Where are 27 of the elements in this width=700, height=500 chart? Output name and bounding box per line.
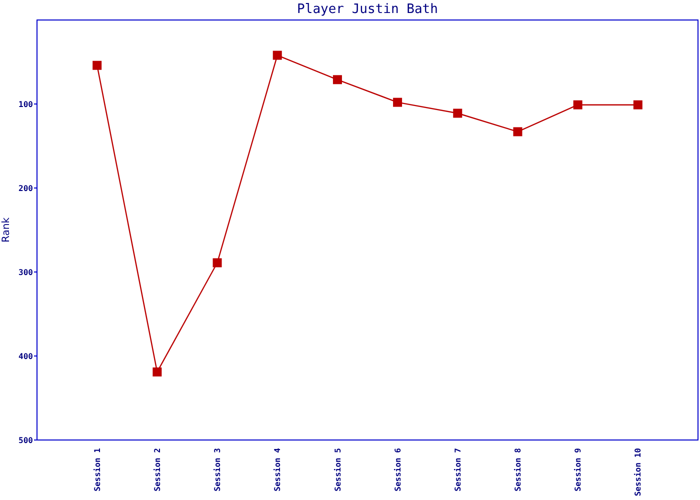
x-tick-label: Session 3 [213, 448, 222, 492]
point [513, 127, 522, 136]
chart-title: Player Justin Bath [297, 2, 438, 17]
x-tick-label: Session 7 [453, 448, 462, 492]
x-tick-label: Session 6 [393, 448, 402, 492]
x-tick-label: Session 8 [514, 448, 523, 492]
y-tick-label: 100 [18, 100, 34, 109]
x-tick-label: Session 9 [574, 448, 583, 492]
point [633, 100, 642, 110]
x-tick-label: Session 1 [92, 448, 102, 492]
point [453, 108, 462, 118]
point [393, 98, 402, 107]
point [92, 60, 102, 70]
point [272, 50, 282, 60]
y-tick-label: 500 [18, 436, 34, 445]
x-tick-label: Session 4 [273, 448, 282, 492]
point [573, 100, 582, 110]
y-axis-title: Rank [1, 217, 12, 242]
x-tick-label: Session 5 [333, 448, 342, 492]
y-tick-label: 200 [18, 184, 34, 193]
y-tick-label: 300 [18, 268, 34, 277]
x-tick-label: Session 10 [634, 448, 643, 496]
point [212, 258, 222, 268]
point [332, 75, 342, 84]
point [152, 367, 162, 376]
y-tick-label: 400 [18, 352, 34, 361]
x-tick-label: Session 2 [152, 448, 162, 492]
